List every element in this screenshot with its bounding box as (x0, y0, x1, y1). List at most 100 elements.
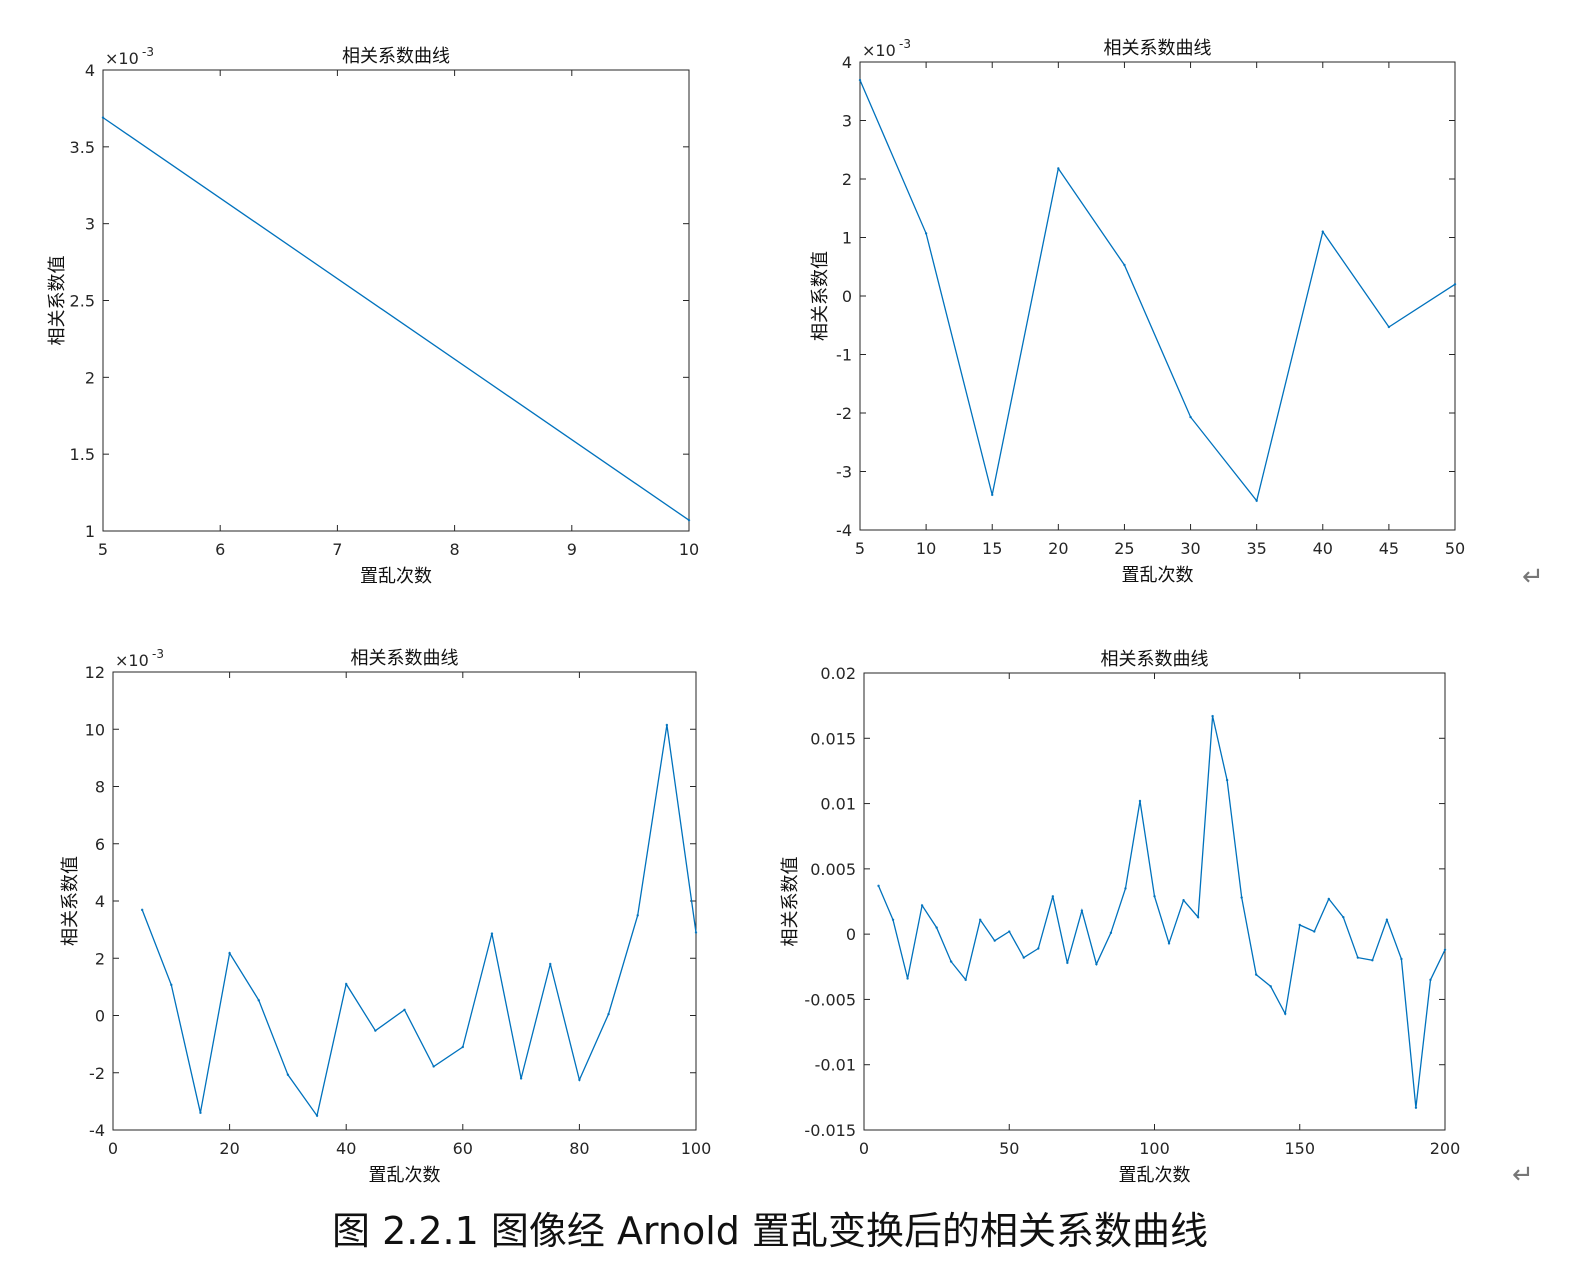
x-tick-label: 10 (916, 539, 936, 558)
data-point (315, 1114, 319, 1117)
data-point (1255, 499, 1258, 502)
x-tick-label: 150 (1284, 1139, 1315, 1158)
data-point (101, 116, 105, 119)
data-point (991, 493, 994, 497)
y-tick-label: 8 (95, 778, 105, 797)
data-point (403, 1008, 406, 1011)
data-point (993, 939, 996, 942)
y-tick-label: 4 (85, 61, 95, 80)
data-point (858, 78, 862, 82)
x-tick-label: 80 (569, 1139, 589, 1158)
data-point (1022, 956, 1025, 959)
y-tick-label: 2.5 (70, 292, 95, 311)
data-point (1385, 918, 1389, 921)
data-point (1124, 887, 1127, 890)
y-tick-label: 4 (842, 53, 852, 72)
data-point (345, 982, 348, 986)
x-tick-label: 25 (1114, 539, 1134, 558)
y-axis-label: 相关系数值 (810, 251, 831, 341)
y-tick-label: -2 (89, 1064, 105, 1083)
data-point (1138, 799, 1142, 803)
data-point (1057, 167, 1060, 170)
y-tick-label: 2 (842, 170, 852, 189)
series-line (141, 724, 697, 1118)
data-point (1153, 895, 1156, 898)
return-mark: ↵ (1512, 1160, 1534, 1190)
y-tick-label: 0.02 (820, 664, 856, 683)
series-line (102, 117, 690, 521)
x-tick-label: 45 (1379, 539, 1399, 558)
y-tick-label: 0 (842, 287, 852, 306)
chart-title: 相关系数曲线 (342, 46, 450, 67)
data-point (636, 914, 639, 917)
data-point (490, 932, 494, 935)
x-axis-label: 置乱次数 (1122, 565, 1194, 586)
data-point (140, 908, 144, 912)
axes-box (863, 672, 1446, 1131)
chart-title: 相关系数曲线 (1104, 38, 1212, 59)
y-tick-label: -2 (836, 404, 852, 423)
x-tick-label: 40 (1313, 539, 1333, 558)
data-point (687, 519, 691, 522)
y-tick-label: -0.015 (804, 1121, 856, 1140)
x-tick-label: 7 (332, 540, 342, 559)
y-tick-label: 0 (846, 925, 856, 944)
x-tick-label: 200 (1430, 1139, 1461, 1158)
data-point (964, 978, 967, 982)
data-point (694, 931, 698, 934)
figure-caption: 图 2.2.1 图像经 Arnold 置乱变换后的相关系数曲线 (332, 1209, 1208, 1253)
y-axis-label: 相关系数值 (47, 256, 68, 346)
data-point (1269, 985, 1272, 988)
data-point (920, 904, 924, 907)
data-point (1342, 915, 1345, 919)
data-point (1429, 978, 1432, 982)
data-point (1051, 895, 1055, 898)
y-tick-label: -4 (836, 521, 852, 540)
data-point (1211, 714, 1214, 718)
data-point (1453, 283, 1457, 286)
x-tick-label: 20 (219, 1139, 239, 1158)
x-tick-label: 50 (1445, 539, 1465, 558)
data-point (549, 962, 552, 966)
y-tick-label: 3 (85, 215, 95, 234)
x-tick-label: 100 (681, 1139, 712, 1158)
data-point (461, 1045, 464, 1049)
y-tick-label: 12 (85, 663, 105, 682)
data-point (1414, 1106, 1418, 1110)
data-point (1182, 898, 1185, 902)
data-point (1037, 947, 1040, 950)
x-axis-label: 置乱次数 (360, 566, 432, 587)
data-point (1254, 973, 1258, 976)
data-point (519, 1077, 523, 1080)
data-point (935, 926, 938, 929)
data-point (1066, 961, 1069, 965)
x-tick-label: 5 (98, 540, 108, 559)
data-point (1196, 915, 1200, 919)
data-point (877, 884, 880, 888)
x-axis-label: 置乱次数 (369, 1165, 441, 1186)
data-point (607, 1012, 610, 1016)
x-tick-label: 9 (567, 540, 577, 559)
chart-title: 相关系数曲线 (351, 648, 459, 669)
y-tick-label: -0.01 (815, 1056, 856, 1075)
data-point (1284, 1012, 1287, 1015)
data-point (906, 977, 909, 980)
x-tick-label: 6 (215, 540, 225, 559)
chart-3: 0 20 40 60 80 100 -4 -2 0 2 4 6 8 10 12 ×10 -3 相关系数曲线置乱次数… (60, 647, 711, 1186)
data-point (1313, 930, 1316, 933)
x-tick-label: 10 (679, 540, 699, 559)
data-point (1321, 230, 1324, 233)
y-tick-label: 1 (85, 522, 95, 541)
y-tick-label: -3 (836, 463, 852, 482)
y-tick-label: 3.5 (70, 138, 95, 157)
y-tick-label: 1.5 (70, 445, 95, 464)
data-point (1356, 956, 1360, 959)
data-point (1109, 931, 1113, 935)
y-exponent-power: -3 (152, 647, 164, 661)
axes-box (112, 671, 697, 1131)
y-tick-label: -1 (836, 346, 852, 365)
y-exponent-label: ×10 (862, 41, 896, 60)
x-tick-label: 60 (453, 1139, 473, 1158)
data-point (170, 983, 173, 987)
